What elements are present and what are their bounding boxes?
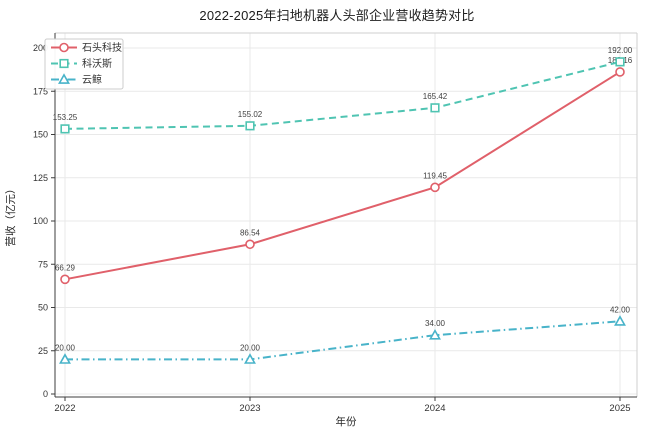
legend-label: 云鲸 — [82, 73, 102, 86]
legend-label: 科沃斯 — [82, 57, 112, 70]
square-marker — [615, 57, 625, 67]
y-tick-label: 75 — [38, 259, 48, 269]
legend-entry-0: 石头科技 — [51, 41, 122, 54]
data-label: 86.54 — [240, 228, 261, 237]
x-tick-label: 2024 — [424, 403, 445, 414]
square-marker — [59, 58, 69, 69]
series-line — [64, 60, 621, 130]
series-2: 20.00 20.00 34.00 42.00 — [55, 305, 631, 364]
circle-marker — [430, 182, 440, 193]
y-tick-label: 0 — [43, 389, 48, 399]
x-tick-label: 2022 — [54, 403, 75, 414]
y-tick-label: 50 — [38, 303, 48, 313]
circle-marker — [59, 42, 69, 53]
y-axis-label: 营收（亿元） — [4, 184, 17, 247]
square-marker — [60, 124, 70, 134]
data-label: 119.45 — [423, 171, 447, 180]
y-tick-label: 200 — [33, 43, 48, 53]
plot-border — [54, 32, 638, 398]
y-axis: 0 25 50 75 100 125 150 175 200 — [33, 43, 55, 399]
y-tick-label: 150 — [33, 130, 48, 140]
circle-marker — [615, 67, 625, 77]
series-1: 153.25 155.02 165.42 192.00 — [53, 46, 633, 134]
data-label: 42.00 — [610, 305, 631, 314]
legend-entry-1: 科沃斯 — [51, 57, 112, 70]
data-label: 20.00 — [240, 343, 261, 352]
x-tick-label: 2025 — [609, 403, 630, 414]
data-label: 66.29 — [55, 263, 76, 272]
triangle-marker — [58, 73, 70, 84]
legend-entry-2: 云鲸 — [51, 73, 102, 86]
data-label: 20.00 — [55, 343, 76, 352]
triangle-marker — [614, 315, 626, 326]
y-tick-label: 125 — [33, 173, 48, 183]
triangle-marker — [244, 353, 256, 364]
circle-marker — [60, 274, 70, 285]
data-label: 153.25 — [53, 113, 78, 122]
square-marker — [245, 121, 255, 131]
x-axis: 2022 2023 2024 2025 — [54, 397, 631, 414]
data-label: 155.02 — [238, 110, 263, 119]
legend-label: 石头科技 — [82, 41, 122, 54]
triangle-marker — [429, 328, 441, 340]
chart-title: 2022-2025年扫地机器人头部企业营收趋势对比 — [199, 8, 475, 23]
series-line — [64, 71, 621, 281]
y-tick-label: 25 — [38, 346, 48, 356]
y-tick-label: 100 — [33, 216, 48, 226]
square-marker — [430, 103, 440, 113]
data-label: 192.00 — [608, 46, 633, 55]
x-axis-label: 年份 — [336, 415, 357, 428]
circle-marker — [245, 239, 255, 250]
data-label: 165.42 — [423, 92, 448, 101]
triangle-marker — [59, 353, 71, 364]
series-line — [65, 320, 621, 361]
y-tick-label: 175 — [33, 86, 48, 96]
data-label: 34.00 — [425, 319, 446, 328]
x-tick-label: 2023 — [239, 403, 260, 414]
